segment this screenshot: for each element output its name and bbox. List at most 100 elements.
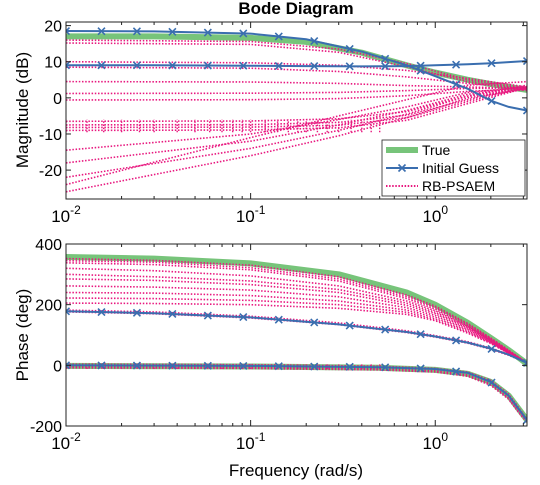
initial-guess-marker [132,61,141,70]
y-tick-label: 200 [35,298,62,315]
initial-guess-marker [168,309,177,319]
frequency-axis-label: Frequency (rad/s) [229,461,363,480]
rb-psaem-estimate-curve [66,86,527,151]
magnitude-plot-frame [65,21,528,200]
initial-guess-marker [132,361,141,370]
magnitude-axis-label: Magnitude (dB) [13,52,32,168]
initial-guess-marker [239,361,248,370]
initial-guess-marker [310,62,319,71]
initial-guess-marker [274,61,283,70]
y-tick-label: 0 [53,358,62,375]
rb-psaem-estimate-curve [66,86,527,164]
initial-guess-marker [416,364,425,373]
rb-psaem-estimate-curve [66,86,527,132]
rb-psaem-estimate-curve [66,85,527,126]
initial-guess-marker [522,106,527,115]
rb-psaem-estimate-curve [66,60,527,88]
initial-guess-marker [487,59,496,68]
rb-psaem-estimate-curve [66,80,527,186]
initial-guess-marker [203,311,212,320]
initial-guess-marker [66,26,71,36]
initial-guess-marker [239,29,248,38]
legend-label-true: True [422,142,450,158]
rb-psaem-estimate-curve [66,39,527,90]
rb-psaem-estimate-curve [66,257,527,364]
initial-guess-marker [168,27,177,36]
phase-axis-label: Phase (deg) [13,289,32,382]
rb-psaem-estimate-curve [66,88,527,193]
initial-guess-marker [452,336,461,345]
rb-psaem-estimate-curve [66,66,527,90]
initial-guess-marker [345,321,354,330]
initial-guess-marker [345,44,354,54]
initial-guess-marker [416,61,425,70]
initial-guess-marker [97,61,106,70]
rb-psaem-estimate-curve [66,367,527,423]
y-tick-label: 0 [53,91,62,108]
initial-guess-marker [452,60,461,69]
legend: True Initial Guess RB-PSAEM [381,139,526,197]
initial-guess-marker [381,325,390,334]
phase-plot-frame [65,243,528,427]
phase-plot-area [66,254,527,424]
y-tick-label: -200 [30,419,62,436]
chart-title: Bode Diagram [238,0,353,18]
legend-label-rb-psaem: RB-PSAEM [422,178,495,194]
initial-guess-marker [310,318,319,327]
initial-guess-marker [274,315,283,324]
x-tick-label: 100 [422,430,448,453]
legend-marker-x [397,163,407,173]
rb-psaem-estimate-curve [66,363,527,420]
initial-guess-marker [203,28,212,37]
rb-psaem-estimate-curve [66,84,527,123]
rb-psaem-estimate-curve [66,86,527,95]
initial-guess-curve [66,364,527,421]
initial-guess-marker [168,61,177,70]
initial-guess-marker [203,361,212,370]
rb-psaem-estimate-curve [66,42,527,92]
rb-psaem-estimate-curve [66,297,527,364]
initial-guess-marker [66,61,71,70]
magnitude-plot-area [66,26,527,193]
rb-psaem-estimate-curve [66,80,527,90]
initial-guess-marker [345,62,354,71]
legend-x-marker [397,163,407,173]
initial-guess-marker [452,80,461,89]
initial-guess-marker [381,363,390,372]
rb-psaem-estimate-curve [66,291,527,364]
legend-label-initial-guess: Initial Guess [422,160,499,176]
initial-guess-curve [66,60,527,68]
initial-guess-marker [522,415,527,424]
x-tick-label: 10-2 [51,203,81,226]
initial-guess-marker [97,308,106,317]
initial-guess-marker [310,37,319,46]
initial-guess-marker [310,362,319,371]
initial-guess-marker [381,62,390,71]
initial-guess-marker [522,56,527,66]
initial-guess-marker [66,361,71,370]
initial-guess-marker [168,361,177,370]
initial-guess-marker [487,378,496,387]
initial-guess-marker [381,54,390,63]
x-tick-label: 10-2 [51,430,81,453]
initial-guess-marker [239,313,248,322]
y-tick-label: -20 [39,163,62,180]
x-tick-label: 100 [422,203,448,226]
rb-psaem-estimate-curve [66,302,527,364]
initial-guess-marker [66,307,71,316]
y-tick-label: -10 [39,127,62,144]
x-tick-label: 10-1 [236,430,266,453]
initial-guess-marker [97,27,106,36]
initial-guess-marker [239,61,248,70]
rb-psaem-estimate-curve [66,259,527,364]
y-tick-label: 400 [35,237,62,254]
initial-guess-marker [487,96,496,106]
initial-guess-marker [274,362,283,371]
initial-guess-marker [452,367,461,376]
initial-guess-marker [487,344,496,353]
